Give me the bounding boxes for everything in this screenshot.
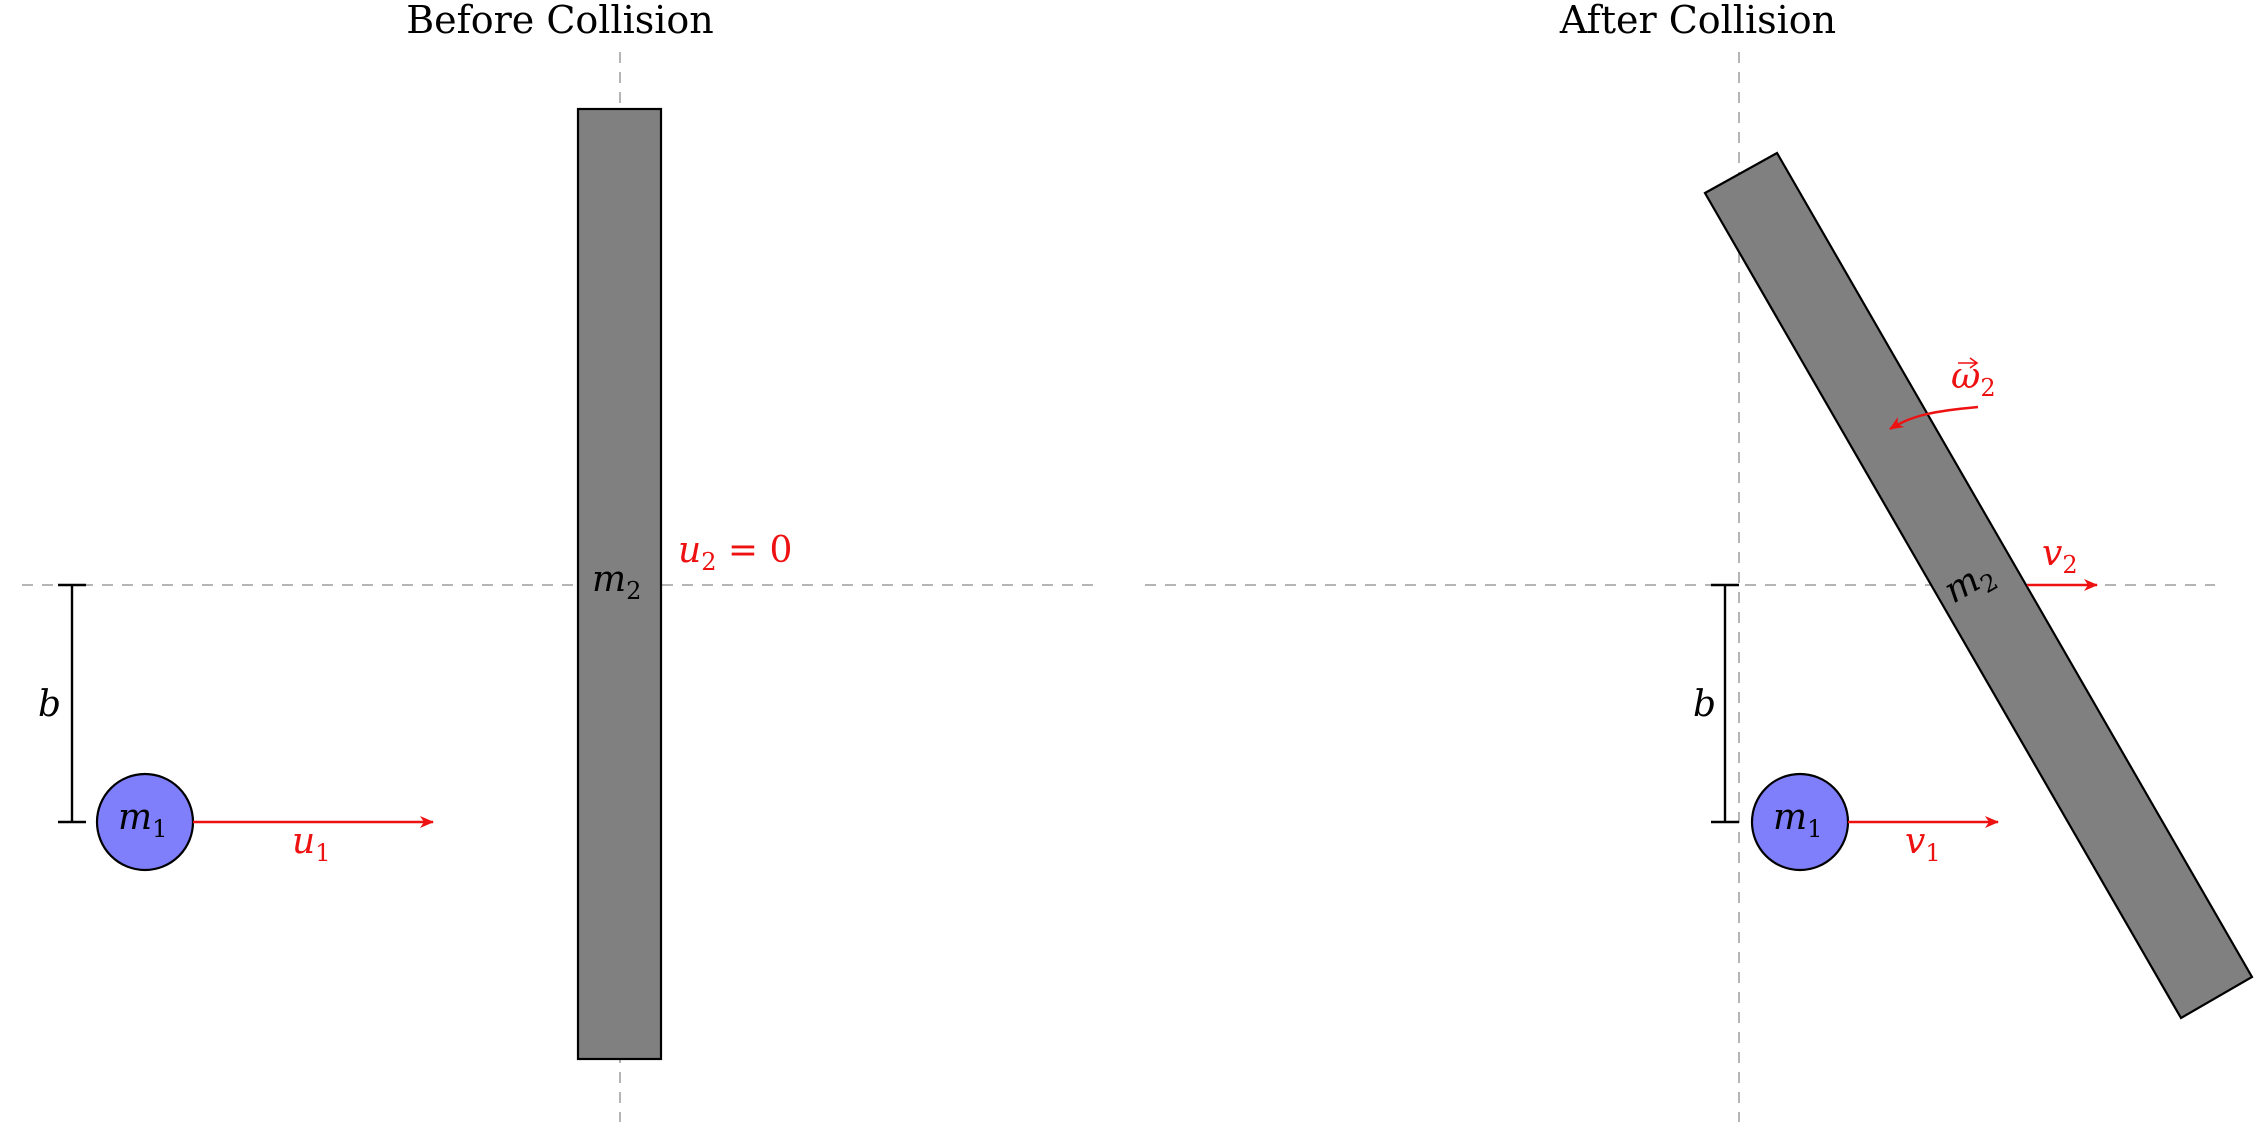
after-panel: After Collision m2 ω2 v2 b m1 [1145,0,2254,1122]
after-title: After Collision [1559,0,1836,42]
after-rod-velocity-label: v2 [2042,533,2078,579]
before-impact-parameter: b [38,583,86,824]
before-rod [576,107,663,1061]
before-title: Before Collision [406,0,714,42]
after-ball-label: m1 [1773,797,1822,843]
after-angular-velocity-vector-mark [1958,357,1979,369]
before-panel: Before Collision m2 u2 = 0 b m1 u1 [22,0,1095,1122]
after-impact-parameter: b [1693,583,1739,824]
before-impact-parameter-label: b [38,684,61,725]
after-ball-velocity-label: v1 [1905,821,1941,867]
before-rod-velocity-label: u2 = 0 [678,530,792,576]
after-angular-velocity-arrow [1889,405,1979,431]
before-ball-label: m1 [118,797,167,843]
after-rod [1703,151,2254,1020]
before-rod-label: m2 [592,559,641,605]
after-impact-parameter-label: b [1693,684,1716,725]
before-ball-velocity-label: u1 [292,821,330,867]
